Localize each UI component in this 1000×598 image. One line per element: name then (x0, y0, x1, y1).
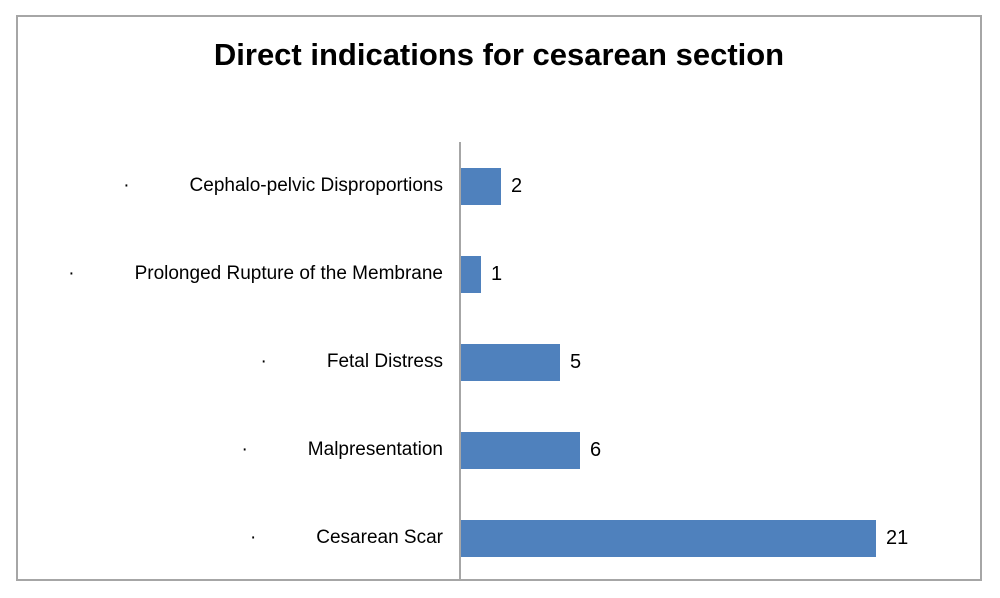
chart-title: Direct indications for cesarean section (213, 37, 785, 72)
category-row: · Cesarean Scar 21 (18, 494, 980, 582)
category-label: Fetal Distress (326, 351, 443, 372)
bullet-marker: · (249, 527, 257, 548)
category-label: Cephalo-pelvic Disproportions (189, 175, 443, 196)
bar-cell: 2 (459, 142, 980, 230)
bullet-marker: · (241, 439, 248, 460)
category-label-cell: · Prolonged Rupture of the Membrane (18, 263, 459, 285)
category-label-cell: · Malpresentation (18, 439, 459, 461)
value-label: 21 (886, 526, 909, 549)
bullet-marker: · (68, 263, 75, 284)
category-label: Cesarean Scar (316, 527, 443, 548)
value-label: 1 (491, 262, 503, 285)
category-label-cell: · Cesarean Scar (18, 527, 459, 549)
category-row: · Malpresentation 6 (18, 406, 980, 494)
bar (461, 343, 560, 381)
category-row: · Fetal Distress 5 (18, 318, 980, 406)
category-label: Malpresentation (307, 439, 443, 460)
chart-border-box: Direct indications for cesarean section … (16, 15, 982, 581)
category-label: Prolonged Rupture of the Membrane (134, 263, 443, 284)
plot-area: · Cephalo-pelvic Disproportions 2 · Prol… (18, 142, 980, 579)
bar-cell: 5 (459, 318, 980, 406)
bar (461, 167, 501, 205)
category-row: · Cephalo-pelvic Disproportions 2 (18, 142, 980, 230)
bar-cell: 21 (459, 494, 980, 582)
bar-cell: 6 (459, 406, 980, 494)
value-label: 6 (590, 438, 602, 461)
bar (461, 431, 580, 469)
category-label-cell: · Cephalo-pelvic Disproportions (18, 175, 459, 197)
category-label-cell: · Fetal Distress (18, 351, 459, 373)
category-row: · Prolonged Rupture of the Membrane 1 (18, 230, 980, 318)
bullet-marker: · (260, 351, 267, 372)
y-axis-line (459, 142, 461, 579)
value-label: 2 (511, 174, 523, 197)
value-label: 5 (570, 350, 582, 373)
bar-cell: 1 (459, 230, 980, 318)
bar (461, 519, 876, 557)
bar (461, 255, 481, 293)
bullet-marker: · (123, 175, 130, 196)
